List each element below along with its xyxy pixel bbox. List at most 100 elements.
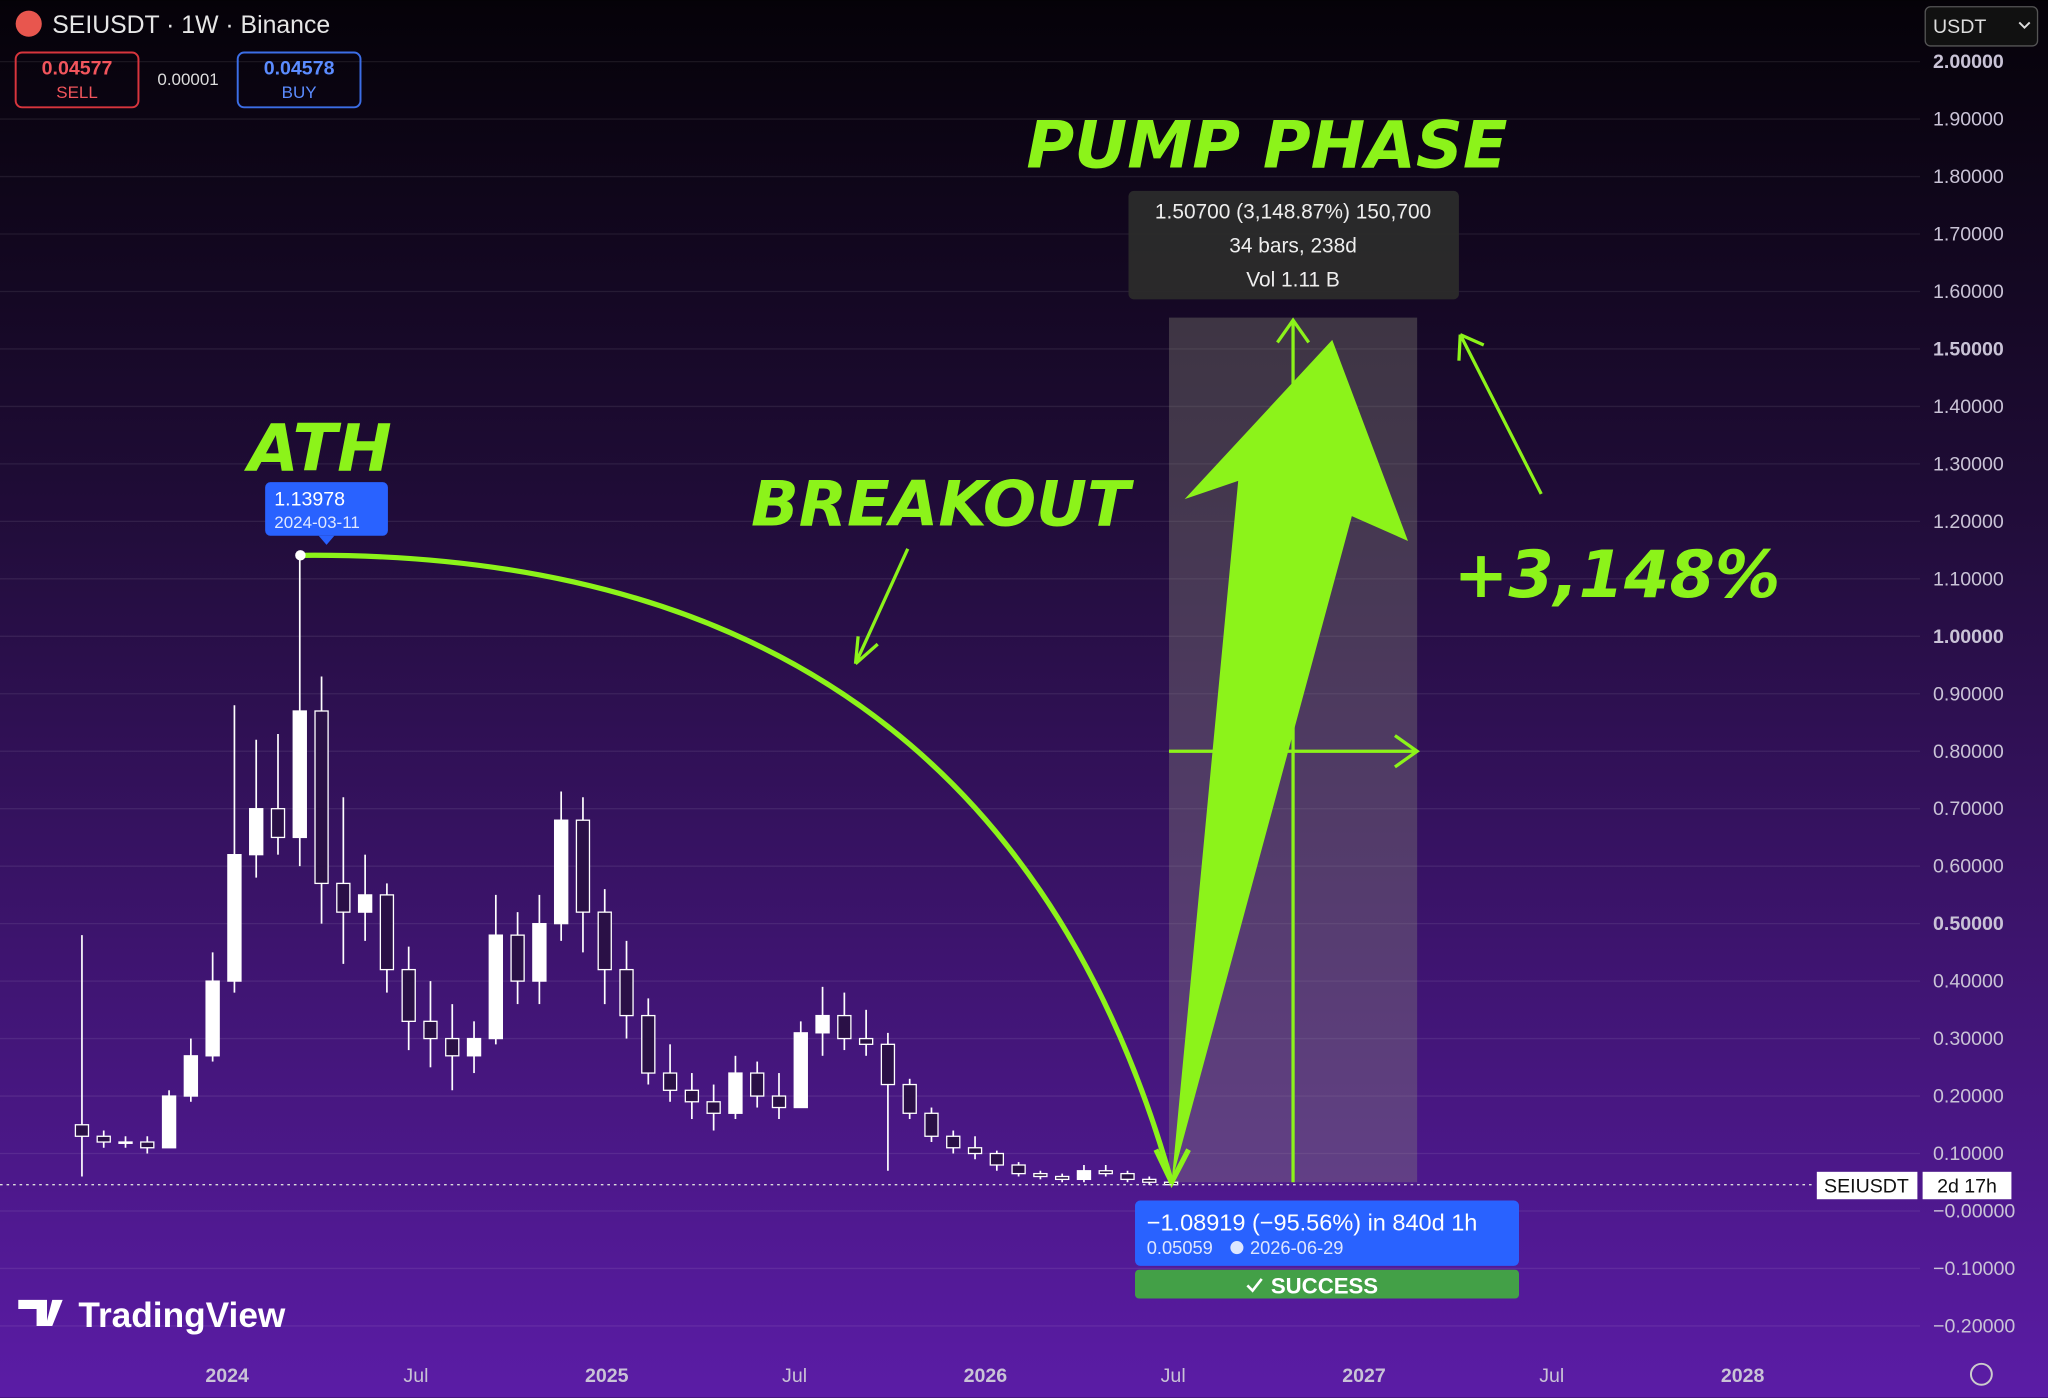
x-tick-label: Jul (403, 1365, 428, 1387)
y-tick-label: −0.20000 (1933, 1315, 2015, 1337)
buy-label: BUY (282, 83, 317, 102)
gain-arrow (1457, 333, 1543, 495)
candle-body (706, 1101, 721, 1114)
candle-body (1076, 1170, 1092, 1181)
candle-body (292, 710, 307, 839)
ath-date: 2024-03-11 (274, 513, 360, 532)
x-tick-label: Jul (1539, 1365, 1564, 1387)
candle-body (314, 710, 329, 885)
candle-body (793, 1032, 808, 1109)
pump-text: PUMP PHASE (1026, 107, 1507, 183)
y-tick-label: 0.50000 (1933, 913, 2004, 935)
candle-body (989, 1152, 1005, 1166)
pump-arrow (1171, 339, 1408, 1183)
candle-body (1011, 1164, 1026, 1175)
candle-body (902, 1083, 917, 1114)
candle-body (1142, 1178, 1157, 1183)
success-bar (1135, 1269, 1520, 1299)
measure-down-text: −1.08919 (−95.56%) in 840d 1h (1147, 1210, 1478, 1236)
candle-body (967, 1147, 983, 1155)
candle-body (858, 1037, 874, 1045)
candle-body (401, 968, 416, 1022)
y-tick-label: −0.10000 (1933, 1258, 2015, 1280)
measure-down-price: 0.05059 (1147, 1237, 1213, 1258)
ath-point (295, 550, 306, 561)
measure-up-line: 1.50700 (3,148.87%) 150,700 (1155, 200, 1431, 223)
y-tick-label: 2.00000 (1933, 51, 2004, 73)
candle-body (1098, 1170, 1113, 1175)
symbol-tag-text: SEIUSDT (1824, 1176, 1909, 1198)
candle-body (336, 882, 351, 913)
candle-body (379, 894, 395, 971)
candle-body (423, 1020, 438, 1040)
candle-body (161, 1095, 177, 1149)
breakout-arrow (853, 548, 910, 665)
ath-label (265, 482, 388, 536)
drawings (300, 317, 1543, 1189)
candle-body (445, 1037, 460, 1057)
candle-body (815, 1014, 830, 1034)
y-tick-label: 0.60000 (1933, 856, 2004, 878)
y-tick-label: 1.90000 (1933, 109, 2004, 131)
candle-body (684, 1089, 700, 1103)
sell-price: 0.04577 (42, 58, 113, 80)
candle-body (532, 922, 547, 982)
success-text: SUCCESS (1271, 1273, 1378, 1298)
settings-icon[interactable] (1969, 1362, 1993, 1386)
candle-body (924, 1112, 939, 1137)
candle-body (728, 1072, 743, 1114)
brand: TradingView (78, 1296, 286, 1335)
candle-body (553, 819, 569, 925)
clock-icon (1230, 1241, 1244, 1255)
ath-text: ATH (243, 410, 391, 486)
candle-body (837, 1014, 852, 1040)
y-tick-label: 1.00000 (1933, 626, 2004, 648)
candle-body (619, 968, 634, 1017)
y-tick-label: 1.10000 (1933, 568, 2004, 590)
x-tick-label: 2027 (1342, 1365, 1386, 1387)
countdown: 2d 17h (1937, 1176, 1997, 1198)
buy-price: 0.04578 (264, 58, 335, 80)
y-tick-label: 1.80000 (1933, 166, 2004, 188)
measure-cross (1168, 317, 1420, 1183)
check-icon (1246, 1278, 1263, 1293)
candle-body (357, 894, 373, 913)
breakout-curve (300, 552, 1175, 1183)
candle-body (205, 980, 220, 1057)
candle-body (575, 819, 591, 913)
candle-body (488, 934, 504, 1040)
buy-button[interactable] (236, 51, 362, 109)
y-tick-label: 0.90000 (1933, 683, 2004, 705)
y-tick-label: 0.70000 (1933, 798, 2004, 820)
curve-head (1153, 1148, 1191, 1189)
measure-up-line: Vol 1.11 B (1246, 268, 1340, 291)
sell-button[interactable] (14, 51, 140, 109)
logo-icon (18, 1299, 63, 1326)
y-tick-label: 1.50000 (1933, 338, 2004, 360)
candle-body (183, 1055, 199, 1097)
ath-pointer (318, 535, 335, 545)
gain-text: +3,148% (1454, 537, 1781, 613)
candle-body (750, 1072, 765, 1097)
x-tick-label: 2025 (585, 1365, 629, 1387)
currency-select[interactable] (1924, 6, 2039, 47)
y-tick-label: 0.80000 (1933, 741, 2004, 763)
y-tick-label: 0.10000 (1933, 1143, 2004, 1165)
breakout-text: BREAKOUT (751, 467, 1134, 540)
candle-body (227, 854, 242, 982)
y-tick-label: 0.40000 (1933, 971, 2004, 993)
x-tick-label: Jul (782, 1365, 807, 1387)
x-tick-label: 2028 (1721, 1365, 1765, 1387)
x-tick-label: Jul (1161, 1365, 1186, 1387)
ath-price: 1.13978 (274, 489, 345, 511)
y-tick-label: 1.30000 (1933, 453, 2004, 475)
y-tick-label: 1.60000 (1933, 281, 2004, 303)
y-tick-label: −0.00000 (1933, 1201, 2015, 1223)
candle-body (118, 1141, 133, 1144)
dropdown-icon (2018, 21, 2031, 30)
candle-body (466, 1037, 482, 1057)
symbol-title: SEIUSDT · 1W · Binance (52, 12, 330, 39)
candle-body (1120, 1172, 1135, 1181)
